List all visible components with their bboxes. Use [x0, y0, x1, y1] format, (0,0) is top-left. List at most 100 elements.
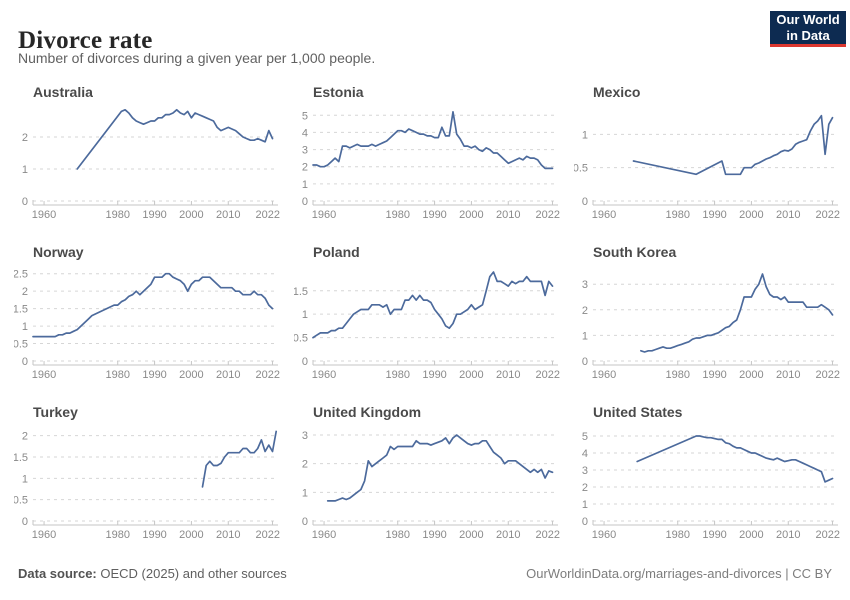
- x-tick-label: 1960: [312, 369, 336, 381]
- chart-title-norway: Norway: [33, 244, 84, 260]
- x-tick-label: 2000: [739, 209, 763, 221]
- x-tick-label: 1990: [142, 209, 166, 221]
- x-tick-label: 1980: [105, 529, 129, 541]
- chart-plot-turkey: 0 0.5 1 1.5 2 1960 1980 1990 2000 2010 2022: [14, 430, 280, 541]
- footer-link[interactable]: OurWorldinData.org/marriages-and-divorce…: [526, 566, 832, 581]
- divorce-rate-line-mexico: [632, 114, 834, 176]
- data-source: Data source: OECD (2025) and other sourc…: [18, 566, 287, 581]
- y-tick-label: 0.5: [574, 163, 588, 175]
- page-subtitle: Number of divorces during a given year p…: [18, 50, 376, 66]
- y-tick-label: 0: [22, 516, 28, 528]
- chart-panel-poland: Poland 0 0.5 1 1.5 1960 1980 1990 2000 2010 2022: [294, 239, 568, 399]
- y-tick-label: 0: [22, 356, 28, 368]
- y-tick-label: 2.5: [14, 269, 28, 281]
- y-tick-label: 0: [302, 196, 308, 208]
- x-tick-label: 2000: [179, 529, 203, 541]
- x-tick-label: 2022: [256, 369, 280, 381]
- chart-panel-turkey: Turkey 0 0.5 1 1.5 2 1960 1980 1990 2000 2010 2022: [14, 399, 288, 559]
- y-tick-label: 4: [302, 127, 308, 139]
- x-tick-label: 1980: [105, 209, 129, 221]
- x-tick-label: 2022: [816, 529, 840, 541]
- x-tick-label: 2022: [536, 369, 560, 381]
- chart-plot-mexico: 0 0.5 1 1960 1980 1990 2000 2010 2022: [574, 114, 840, 221]
- x-tick-label: 1990: [142, 369, 166, 381]
- y-tick-label: 1: [582, 129, 588, 141]
- y-tick-label: 0: [302, 356, 308, 368]
- divorce-rate-line-norway: [32, 272, 274, 338]
- y-tick-label: 5: [582, 431, 588, 443]
- x-tick-label: 2010: [776, 209, 800, 221]
- x-tick-label: 2022: [256, 529, 280, 541]
- chart-panel-australia: Australia 0 1 2 1960 1980 1990 2000 2010 2022: [14, 79, 288, 239]
- y-tick-label: 0: [582, 196, 588, 208]
- y-tick-label: 1: [22, 473, 28, 485]
- chart-plot-australia: 0 1 2 1960 1980 1990 2000 2010 2022: [22, 108, 280, 221]
- x-tick-label: 1980: [105, 369, 129, 381]
- chart-panel-estonia: Estonia 0 1 2 3 4 5 1960 1980 1990 2000 2010 2022: [294, 79, 568, 239]
- x-tick-label: 2010: [776, 529, 800, 541]
- x-tick-label: 2000: [179, 369, 203, 381]
- x-tick-label: 2000: [739, 369, 763, 381]
- x-tick-label: 1960: [32, 369, 56, 381]
- x-tick-label: 1960: [32, 209, 56, 221]
- y-tick-label: 0.5: [14, 339, 28, 351]
- y-tick-label: 1: [582, 499, 588, 511]
- y-tick-label: 2: [582, 482, 588, 494]
- divorce-rate-line-australia: [76, 108, 274, 170]
- x-tick-label: 1990: [702, 529, 726, 541]
- x-tick-label: 1980: [385, 369, 409, 381]
- chart-plot-estonia: 0 1 2 3 4 5 1960 1980 1990 2000 2010 2022: [302, 110, 560, 221]
- y-tick-label: 0: [582, 356, 588, 368]
- x-tick-label: 2010: [496, 209, 520, 221]
- y-tick-label: 0.5: [14, 495, 28, 507]
- chart-plot-united-states: 0 1 2 3 4 5 1960 1980 1990 2000 2010 2022: [582, 431, 840, 541]
- y-tick-label: 1.5: [294, 286, 308, 298]
- chart-panel-south-korea: South Korea 0 1 2 3 1960 1980 1990 2000 2010 2022: [574, 239, 848, 399]
- x-tick-label: 1960: [592, 529, 616, 541]
- y-tick-label: 2: [22, 132, 28, 144]
- divorce-rate-line-poland: [312, 271, 554, 339]
- x-tick-label: 1980: [665, 369, 689, 381]
- y-tick-label: 1: [22, 321, 28, 333]
- x-tick-label: 2010: [496, 529, 520, 541]
- chart-panel-united-kingdom: United Kingdom 0 1 2 3 1960 1980 1990 2000 2010 20…: [294, 399, 568, 559]
- data-source-text: OECD (2025) and other sources: [100, 566, 287, 581]
- y-tick-label: 2: [22, 431, 28, 443]
- x-tick-label: 2010: [496, 369, 520, 381]
- x-tick-label: 1980: [665, 529, 689, 541]
- chart-plot-south-korea: 0 1 2 3 1960 1980 1990 2000 2010 2022: [582, 273, 840, 381]
- divorce-rate-line-estonia: [312, 111, 554, 170]
- x-tick-label: 2022: [816, 369, 840, 381]
- chart-title-united-kingdom: United Kingdom: [313, 404, 422, 420]
- x-tick-label: 2000: [459, 209, 483, 221]
- chart-title-poland: Poland: [313, 244, 360, 260]
- y-tick-label: 0: [22, 196, 28, 208]
- x-tick-label: 2000: [459, 529, 483, 541]
- chart-panel-mexico: Mexico 0 0.5 1 1960 1980 1990 2000 2010 2022: [574, 79, 848, 239]
- x-tick-label: 1990: [422, 529, 446, 541]
- divorce-rate-line-turkey: [201, 430, 278, 488]
- x-tick-label: 2010: [776, 369, 800, 381]
- x-tick-label: 2010: [216, 529, 240, 541]
- owid-logo[interactable]: Our World in Data: [770, 11, 846, 47]
- chart-title-south-korea: South Korea: [593, 244, 677, 260]
- y-tick-label: 3: [582, 279, 588, 291]
- x-tick-label: 1960: [32, 529, 56, 541]
- x-tick-label: 2010: [216, 369, 240, 381]
- owid-logo-line2: in Data: [786, 27, 830, 43]
- y-tick-label: 1: [302, 487, 308, 499]
- y-tick-label: 3: [302, 145, 308, 157]
- y-tick-label: 3: [302, 430, 308, 442]
- chart-panel-norway: Norway 0 0.5 1 1.5 2 2.5 1960 1980 1990 2000 2010 20…: [14, 239, 288, 399]
- divorce-rate-line-united-kingdom: [326, 434, 554, 502]
- chart-plot-norway: 0 0.5 1 1.5 2 2.5 1960 1980 1990 2000 2010 2022: [14, 269, 280, 381]
- x-tick-label: 1990: [702, 369, 726, 381]
- x-tick-label: 2000: [459, 369, 483, 381]
- chart-panel-united-states: United States 0 1 2 3 4 5 1960 1980 1990 2000 2010 2…: [574, 399, 848, 559]
- x-tick-label: 1960: [592, 369, 616, 381]
- y-tick-label: 2: [22, 286, 28, 298]
- divorce-rate-line-south-korea: [640, 273, 834, 353]
- chart-title-united-states: United States: [593, 404, 683, 420]
- chart-plot-poland: 0 0.5 1 1.5 1960 1980 1990 2000 2010 2022: [294, 271, 560, 381]
- y-tick-label: 2: [582, 305, 588, 317]
